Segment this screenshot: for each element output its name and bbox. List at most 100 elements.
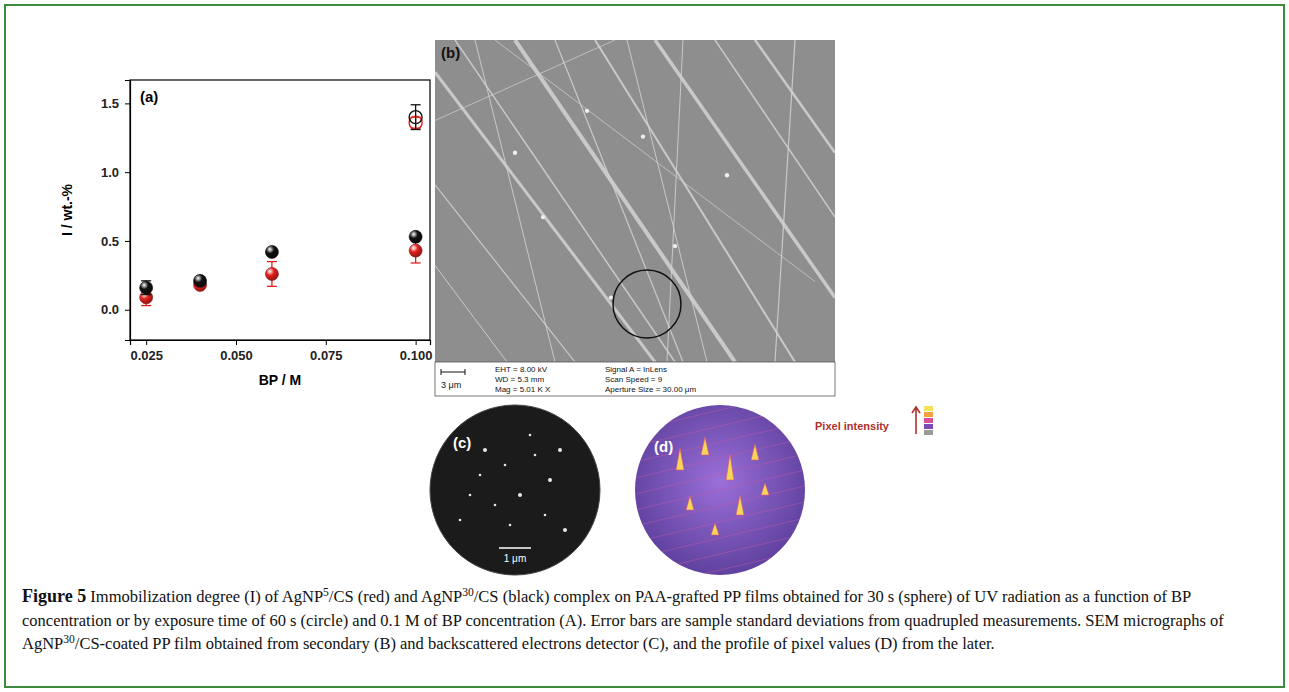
bright-spot <box>509 524 512 527</box>
point <box>409 244 422 257</box>
x-tick-label: 0.025 <box>130 348 163 363</box>
bright-spot <box>563 528 567 532</box>
surface-texture <box>635 390 805 590</box>
particle <box>585 109 589 113</box>
surface-ridge <box>635 438 805 478</box>
intensity-spike <box>676 448 684 470</box>
intensity-swatch <box>924 406 933 411</box>
bright-spot <box>518 493 522 497</box>
surface-ridge <box>635 486 805 526</box>
surface-ridge <box>635 518 805 558</box>
x-axis-title: BP / M <box>259 372 302 388</box>
fiber <box>667 40 683 362</box>
fiber <box>755 40 835 153</box>
surface-ridge <box>635 454 805 494</box>
series <box>140 230 422 294</box>
intensity-spike <box>686 496 694 510</box>
x-tick: 0.100 <box>400 340 433 363</box>
error-bar-cap <box>411 262 421 263</box>
x-tick-label: 0.100 <box>400 348 433 363</box>
y-tick-label: 0.5 <box>101 234 119 249</box>
bright-spot <box>479 474 482 477</box>
highlight-circle <box>613 270 681 338</box>
intensity-spike <box>736 495 744 515</box>
intensity-swatch <box>924 418 933 423</box>
point <box>265 267 278 280</box>
plot-frame <box>130 80 430 340</box>
point <box>265 245 278 258</box>
intensity-spike <box>726 454 734 480</box>
panel-c: (c)1 μm <box>430 405 600 575</box>
fiber <box>435 72 655 362</box>
intensity-arrow <box>912 407 920 434</box>
bright-spot <box>544 514 547 517</box>
error-bar-cap <box>267 261 277 262</box>
y-axis: 0.0 0.5 1.0 1.5 <box>101 81 131 341</box>
surface-ridge <box>635 550 805 590</box>
bse-image <box>430 405 600 575</box>
series <box>140 238 422 305</box>
fiber <box>435 40 615 121</box>
sem-image <box>435 40 835 362</box>
y-tick-mark <box>125 172 130 173</box>
y-tick: 0.5 <box>101 234 130 249</box>
intensity-swatch <box>924 430 933 435</box>
info-text: Mag = 5.01 K X <box>495 385 551 394</box>
bright-spot <box>529 434 532 437</box>
particle <box>673 244 677 248</box>
y-tick: 1.0 <box>101 165 130 180</box>
error-bar <box>411 105 421 130</box>
info-text: EHT = 8.00 kV <box>495 365 548 374</box>
particle <box>541 215 545 219</box>
panel-label: (a) <box>140 88 158 105</box>
y-axis-title: I / wt.-% <box>59 183 75 236</box>
bright-spot <box>459 519 462 522</box>
fiber <box>555 40 683 362</box>
x-tick: 0.075 <box>310 340 343 363</box>
surface-ridge <box>635 470 805 510</box>
scale-bar <box>441 369 465 375</box>
point <box>194 274 207 287</box>
error-bar-cap <box>411 104 421 105</box>
marks <box>140 105 422 306</box>
y-tick: 0.0 <box>101 302 130 317</box>
y-tick-label: 0.0 <box>101 302 119 317</box>
caption-text: Immobilization degree (I) of AgNP <box>90 587 323 606</box>
panel-label: (b) <box>441 44 460 61</box>
bright-spot <box>494 504 497 507</box>
panel-b: (b) 3 μm EHT = 8.00 kVWD = 5.3 mmMag = 5.0… <box>435 40 835 396</box>
particle <box>513 151 517 155</box>
caption-superscript: 30 <box>63 633 75 645</box>
fiber <box>435 185 575 362</box>
bright-spot <box>469 494 472 497</box>
y-tick-mark <box>125 310 130 311</box>
bright-spot <box>483 448 487 452</box>
point <box>409 111 422 124</box>
x-tick: 0.025 <box>130 340 163 363</box>
y-tick-mark <box>125 241 130 242</box>
x-axis: 0.0250.0500.0750.100 <box>130 340 432 363</box>
y-tick-mark <box>125 103 130 104</box>
chart-a: 0.0250.0500.0750.1000.00.51.01.5BP / MI … <box>59 80 432 388</box>
x-axis-line <box>131 341 431 346</box>
profile-surface <box>635 405 805 575</box>
scale-bar-label: 3 μm <box>441 380 461 390</box>
x-tick-label: 0.075 <box>310 348 343 363</box>
y-tick-label: 1.5 <box>101 96 119 111</box>
caption-text: /CS-coated PP film obtained from seconda… <box>75 634 995 653</box>
x-tick-mark <box>146 340 147 345</box>
info-text: WD = 5.3 mm <box>495 375 544 384</box>
caption-superscript: 5 <box>323 586 329 598</box>
surface-ridge <box>635 534 805 574</box>
bright-spot <box>534 454 537 457</box>
x-tick-mark <box>326 340 327 345</box>
x-tick-mark <box>416 340 417 345</box>
intensity-spike <box>711 523 719 535</box>
intensity-spike <box>751 444 759 460</box>
fiber <box>655 40 835 298</box>
intensity-spike <box>761 483 769 495</box>
info-text: Aperture Size = 30.00 μm <box>605 385 696 394</box>
panel-d: (d)Pixel intensity <box>635 390 933 590</box>
y-axis-line <box>125 81 131 341</box>
error-bar-stem <box>415 105 416 130</box>
